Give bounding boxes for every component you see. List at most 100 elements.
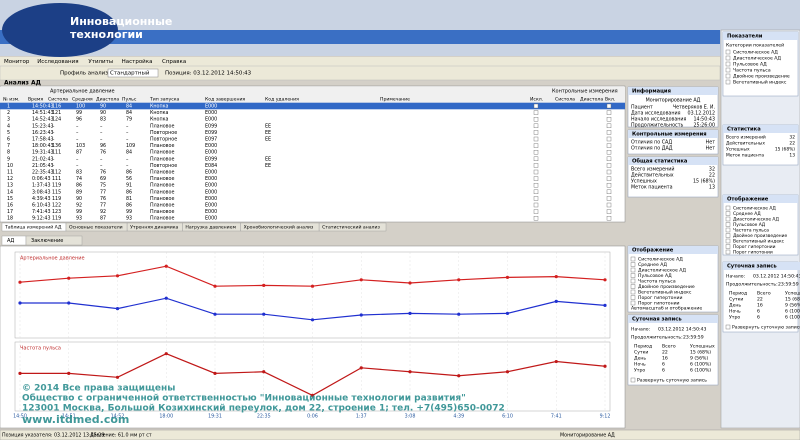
checkbox[interactable] — [606, 163, 612, 168]
checkbox[interactable] — [725, 249, 731, 255]
checkbox[interactable] — [725, 233, 731, 238]
tab[interactable] — [25, 235, 83, 246]
checkbox[interactable] — [630, 256, 636, 262]
checkbox[interactable] — [725, 73, 731, 79]
checkbox[interactable] — [725, 216, 731, 222]
checkbox[interactable] — [725, 205, 731, 211]
cell: – — [100, 124, 103, 129]
label: 9 (56%) — [690, 356, 708, 362]
checkbox[interactable] — [630, 284, 636, 289]
checkbox[interactable] — [606, 110, 612, 115]
checkbox[interactable] — [533, 143, 539, 148]
checkbox[interactable] — [533, 202, 539, 208]
checkbox[interactable] — [533, 182, 539, 188]
checkbox[interactable] — [725, 49, 731, 55]
cell: 122 — [52, 203, 61, 209]
checkbox[interactable] — [533, 189, 539, 195]
checkbox[interactable] — [533, 163, 539, 168]
cell: Плановое — [150, 216, 174, 222]
checkbox[interactable] — [725, 211, 731, 216]
cell: – — [52, 131, 55, 136]
checkbox[interactable] — [725, 61, 731, 67]
checkbox[interactable] — [533, 209, 539, 214]
cell: 16 — [7, 203, 13, 209]
checkbox[interactable] — [533, 169, 539, 175]
point — [554, 275, 558, 279]
checkbox[interactable] — [630, 295, 636, 300]
checkbox[interactable] — [606, 149, 612, 155]
checkbox[interactable] — [725, 227, 731, 233]
checkbox[interactable] — [533, 103, 539, 109]
label: Систола — [555, 97, 575, 103]
cell: 5 — [7, 130, 10, 136]
checkbox[interactable] — [725, 324, 731, 330]
checkbox[interactable] — [606, 215, 612, 221]
checkbox[interactable] — [630, 289, 636, 295]
cell: 75 — [100, 183, 106, 189]
x-tick-label: 14:50 — [13, 414, 27, 420]
checkbox[interactable] — [606, 156, 612, 162]
checkbox[interactable] — [606, 189, 612, 195]
cell: E000 — [205, 117, 217, 123]
label: Ночь — [729, 309, 741, 315]
cell: – — [100, 157, 103, 162]
cell: 96 — [100, 143, 106, 149]
label: 15 (68%) — [690, 350, 711, 356]
checkbox[interactable] — [606, 103, 612, 109]
checkbox[interactable] — [533, 110, 539, 115]
checkbox[interactable] — [606, 176, 612, 181]
checkbox[interactable] — [630, 273, 636, 278]
checkbox[interactable] — [533, 196, 539, 201]
x-tick-label: 4:39 — [453, 414, 464, 420]
checkbox[interactable] — [630, 377, 636, 383]
checkbox[interactable] — [533, 130, 539, 135]
panel-title: Суточная запись — [632, 317, 682, 323]
cell: E000 — [205, 104, 217, 110]
checkbox[interactable] — [630, 300, 636, 306]
checkbox[interactable] — [725, 222, 731, 227]
panel — [722, 31, 799, 97]
checkbox[interactable] — [606, 116, 612, 122]
checkbox[interactable] — [725, 238, 731, 244]
cell: 121 — [52, 110, 61, 116]
checkbox[interactable] — [606, 143, 612, 148]
checkbox[interactable] — [533, 156, 539, 162]
tab[interactable] — [318, 222, 387, 232]
checkbox[interactable] — [630, 262, 636, 267]
checkbox[interactable] — [533, 215, 539, 221]
checkbox[interactable] — [725, 67, 731, 73]
checkbox[interactable] — [606, 209, 612, 214]
checkbox[interactable] — [606, 169, 612, 175]
cell: 9 — [7, 156, 10, 162]
cell: 84 — [126, 104, 132, 110]
checkbox[interactable] — [725, 55, 731, 61]
cell: E084 — [205, 163, 217, 169]
checkbox[interactable] — [606, 196, 612, 201]
label: Действительных — [631, 172, 674, 179]
label: Нет — [706, 146, 716, 152]
watermark: 123001 Москва, Большой Козихинский переу… — [22, 404, 505, 414]
checkbox[interactable] — [606, 136, 612, 142]
checkbox[interactable] — [630, 278, 636, 284]
point — [115, 307, 120, 311]
checkbox[interactable] — [725, 79, 731, 85]
checkbox[interactable] — [725, 244, 731, 249]
cell: 19:31:43 — [32, 150, 54, 156]
checkbox[interactable] — [606, 130, 612, 135]
label: Время — [28, 97, 43, 103]
checkbox[interactable] — [533, 123, 539, 129]
label: День — [634, 356, 646, 362]
checkbox[interactable] — [533, 149, 539, 155]
checkbox[interactable] — [630, 267, 636, 273]
label: Всего — [662, 344, 676, 350]
checkbox[interactable] — [606, 202, 612, 208]
cell: 111 — [52, 176, 61, 182]
checkbox[interactable] — [533, 116, 539, 122]
label: Начало: — [631, 327, 651, 333]
checkbox[interactable] — [533, 136, 539, 142]
checkbox[interactable] — [533, 176, 539, 181]
cell: 91 — [126, 183, 132, 189]
profile-select[interactable] — [107, 68, 159, 78]
checkbox[interactable] — [606, 123, 612, 129]
checkbox[interactable] — [606, 182, 612, 188]
